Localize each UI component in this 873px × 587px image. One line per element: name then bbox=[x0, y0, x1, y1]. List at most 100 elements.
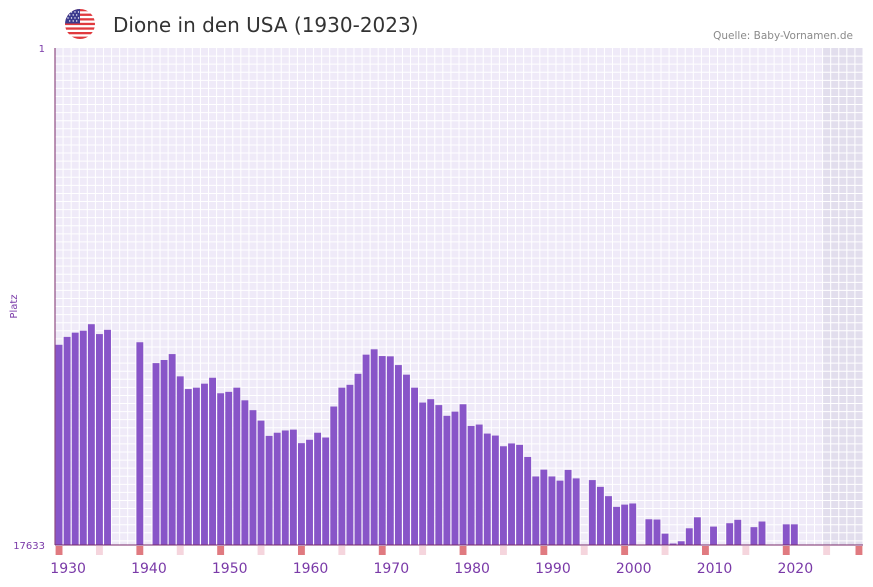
half-decade-marker bbox=[580, 546, 588, 555]
bar bbox=[556, 480, 564, 545]
decade-marker bbox=[782, 546, 790, 555]
decade-marker bbox=[217, 546, 225, 555]
bar bbox=[508, 443, 515, 545]
bar bbox=[257, 420, 265, 545]
decade-marker bbox=[855, 546, 863, 555]
y-axis-label: Platz bbox=[9, 294, 20, 318]
bar bbox=[411, 387, 418, 545]
bar bbox=[298, 443, 305, 545]
bar bbox=[491, 435, 499, 545]
bar bbox=[249, 410, 257, 545]
half-decade-marker bbox=[96, 546, 103, 555]
bar bbox=[685, 528, 693, 545]
decade-marker bbox=[298, 546, 305, 555]
x-tick-label: 1930 bbox=[50, 561, 86, 577]
bar bbox=[217, 393, 225, 545]
bar bbox=[306, 439, 313, 545]
future-years-shade bbox=[822, 48, 863, 545]
x-tick-labels: 1930 1940 1950 1960 1970 1980 1990 2000 2010 2020 bbox=[50, 561, 813, 577]
bar bbox=[322, 437, 330, 545]
half-decade-marker bbox=[176, 546, 184, 555]
bar bbox=[613, 506, 620, 545]
bars-group bbox=[55, 324, 798, 545]
bar bbox=[192, 387, 200, 545]
bar bbox=[225, 391, 233, 545]
bar bbox=[87, 324, 95, 545]
bar bbox=[394, 365, 402, 545]
us-flag-icon bbox=[65, 9, 95, 39]
bar bbox=[669, 543, 677, 545]
bar bbox=[605, 496, 612, 545]
x-tick-label: 1980 bbox=[454, 561, 490, 577]
bar bbox=[241, 400, 249, 545]
bar bbox=[346, 384, 354, 545]
y-tick-label-bottom: 17633 bbox=[13, 541, 45, 552]
bar bbox=[354, 373, 362, 545]
bar bbox=[427, 399, 435, 545]
decade-marker bbox=[702, 546, 709, 555]
half-decade-marker bbox=[500, 546, 507, 555]
bar bbox=[184, 389, 192, 545]
bar bbox=[265, 435, 273, 545]
bar bbox=[645, 519, 653, 545]
bar bbox=[314, 432, 322, 545]
bar bbox=[564, 469, 572, 545]
bar bbox=[362, 354, 370, 545]
half-decade-marker bbox=[338, 546, 346, 555]
decade-marker bbox=[540, 546, 548, 555]
decade-marker bbox=[378, 546, 386, 555]
bar bbox=[152, 363, 160, 545]
x-tick-label: 2020 bbox=[777, 561, 813, 577]
bar bbox=[386, 356, 394, 545]
bar bbox=[750, 527, 758, 545]
x-tick-label: 1960 bbox=[293, 561, 329, 577]
bar bbox=[500, 446, 507, 545]
bar bbox=[693, 517, 701, 545]
bar bbox=[475, 424, 483, 545]
half-decade-marker bbox=[257, 546, 265, 555]
bar bbox=[176, 376, 184, 545]
bar bbox=[168, 354, 176, 545]
bar bbox=[677, 541, 685, 545]
bar bbox=[532, 476, 540, 545]
bar bbox=[209, 377, 216, 545]
bar bbox=[330, 406, 338, 545]
bar bbox=[63, 336, 71, 545]
bar bbox=[435, 405, 443, 545]
bar bbox=[710, 526, 717, 545]
bar bbox=[653, 519, 661, 545]
bar bbox=[160, 360, 168, 545]
half-decade-marker bbox=[661, 546, 669, 555]
bar bbox=[281, 430, 289, 545]
bar bbox=[548, 476, 556, 545]
half-decade-marker bbox=[419, 546, 427, 555]
bar bbox=[459, 404, 467, 545]
bar bbox=[71, 332, 79, 545]
bar bbox=[443, 415, 451, 545]
half-decade-marker bbox=[742, 546, 750, 555]
half-decade-marker bbox=[823, 546, 831, 555]
bar bbox=[403, 374, 410, 545]
x-tick-label: 1990 bbox=[535, 561, 571, 577]
bar bbox=[483, 433, 491, 545]
bar bbox=[419, 402, 427, 545]
x-tick-label: 2010 bbox=[697, 561, 733, 577]
bar bbox=[233, 387, 241, 545]
bar bbox=[273, 432, 281, 545]
decade-marker bbox=[55, 546, 63, 555]
chart-title: Dione in den USA (1930-2023) bbox=[113, 13, 419, 37]
bar bbox=[726, 523, 734, 545]
bar bbox=[378, 356, 386, 545]
y-tick-label-top: 1 bbox=[39, 44, 45, 55]
x-tick-label: 1950 bbox=[212, 561, 248, 577]
bar bbox=[661, 533, 669, 545]
grid-lines bbox=[54, 48, 864, 545]
decade-marker bbox=[621, 546, 629, 555]
bar bbox=[540, 469, 548, 545]
bar bbox=[572, 478, 580, 545]
bar bbox=[596, 486, 604, 545]
x-tick-label: 2000 bbox=[616, 561, 652, 577]
bar bbox=[201, 383, 208, 545]
decade-markers bbox=[55, 546, 863, 555]
